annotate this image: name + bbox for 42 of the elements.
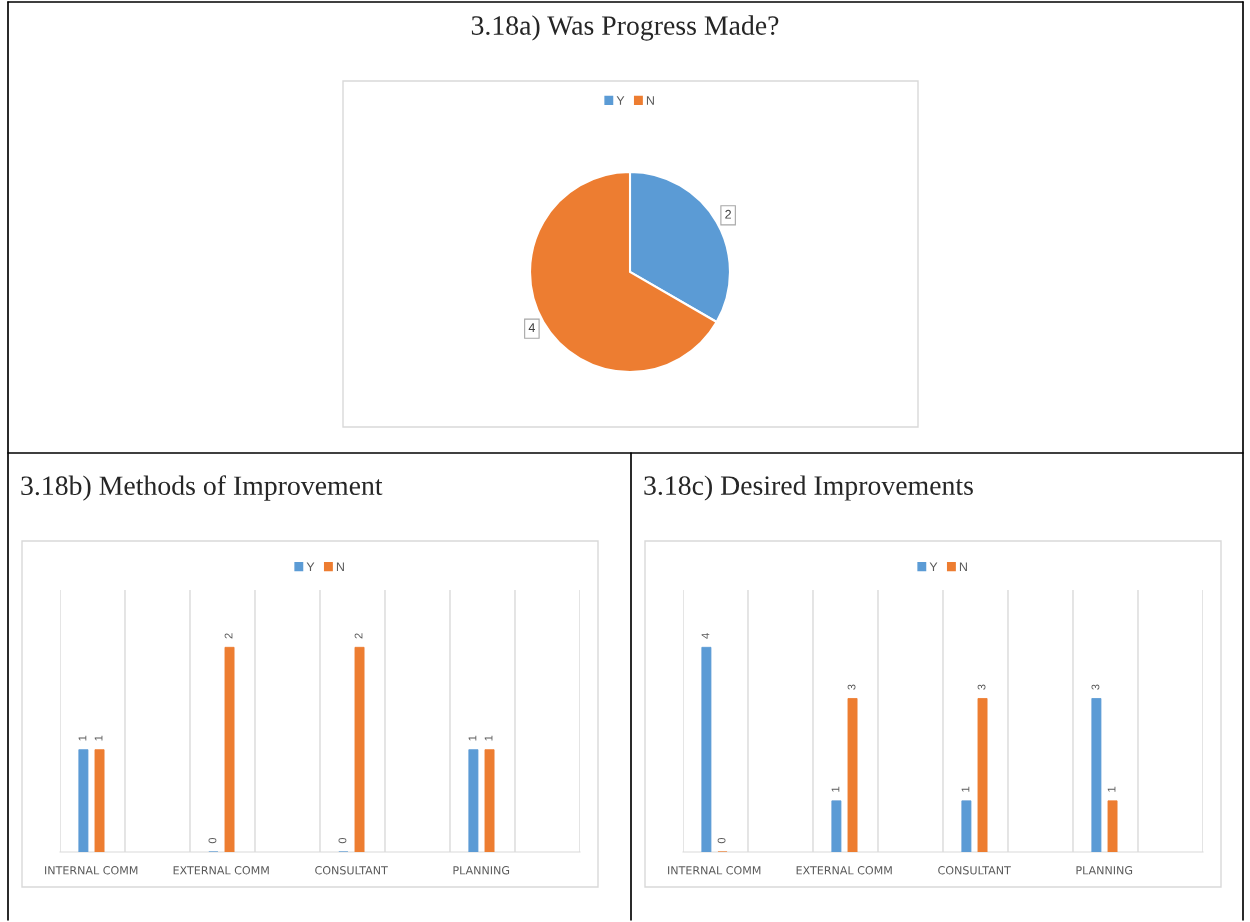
x-tick-label: CONSULTANT [938, 866, 1011, 875]
data-label: 3 [1091, 684, 1100, 690]
data-label: 1 [468, 735, 477, 741]
data-label: 1 [831, 786, 840, 792]
legend-label: Y [616, 96, 625, 105]
chart-title: 3.18a) Was Progress Made? [471, 15, 779, 41]
bar [1091, 698, 1102, 852]
legend-label: N [646, 96, 654, 105]
data-label: 1 [94, 735, 103, 741]
data-label: 0 [338, 837, 347, 844]
data-label: 4 [701, 633, 710, 639]
bar [1107, 800, 1118, 852]
x-tick-label: EXTERNAL COMM [173, 866, 269, 875]
x-tick-label: CONSULTANT [315, 866, 388, 875]
data-label: 0 [208, 837, 217, 844]
legend-label: Y [929, 562, 938, 572]
chart-title: 3.18b) Methods of Improvement [21, 475, 383, 501]
bar [961, 800, 972, 852]
data-label: 3 [977, 684, 986, 690]
x-tick-label: PLANNING [453, 866, 510, 875]
data-label: 3 [847, 684, 856, 690]
legend-label: N [336, 562, 344, 572]
x-tick-label: INTERNAL COMM [668, 866, 761, 875]
x-tick-label: PLANNING [1076, 866, 1133, 875]
bar [847, 698, 858, 852]
data-label: 2 [224, 633, 233, 639]
chart-title: 3.18c) Desired Improvements [644, 475, 973, 501]
bar [831, 800, 842, 852]
bar [977, 698, 988, 852]
data-label: 2 [725, 209, 731, 219]
data-label: 2 [354, 633, 363, 639]
data-label: 4 [528, 323, 535, 332]
data-label: 1 [961, 786, 970, 792]
bar [701, 646, 712, 852]
data-label: 1 [1107, 786, 1116, 792]
legend-label: Y [306, 562, 315, 572]
x-tick-label: INTERNAL COMM [45, 866, 138, 875]
data-label: 1 [78, 735, 87, 741]
data-label: 1 [484, 735, 493, 741]
data-label: 0 [717, 837, 726, 844]
legend-label: N [959, 562, 967, 572]
x-tick-label: EXTERNAL COMM [796, 866, 892, 875]
